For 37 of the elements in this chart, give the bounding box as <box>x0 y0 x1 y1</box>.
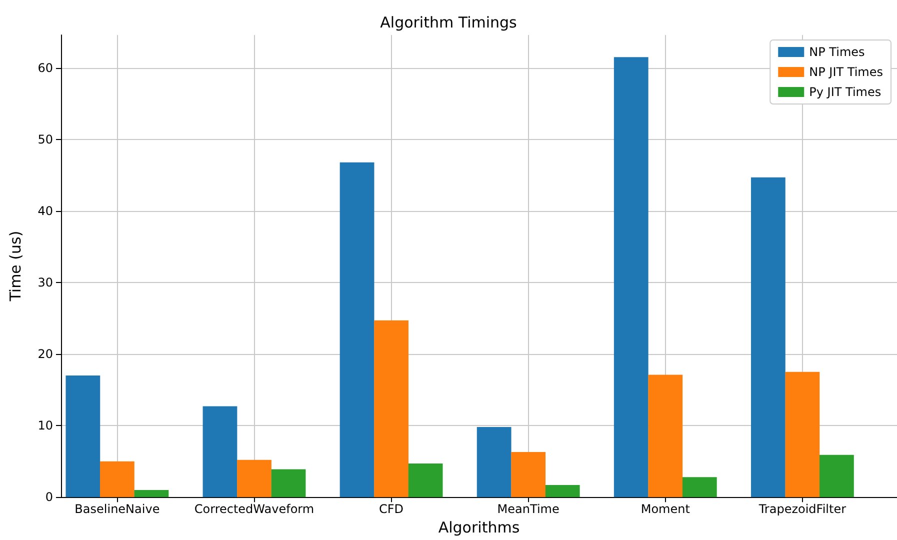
x-tick-label: Moment <box>640 502 690 516</box>
legend-label: NP JIT Times <box>809 65 884 79</box>
bar <box>271 469 306 498</box>
x-tick-label: TrapezoidFilter <box>758 502 846 516</box>
bar <box>340 162 374 498</box>
bar <box>648 374 683 498</box>
legend-label: Py JIT Times <box>809 85 882 99</box>
y-tick-label: 50 <box>38 132 53 146</box>
y-tick-label: 40 <box>38 204 53 218</box>
y-tick-label: 0 <box>45 490 53 504</box>
bar <box>614 57 648 498</box>
x-tick-label: CFD <box>379 502 404 516</box>
bar <box>100 461 134 498</box>
bar <box>66 375 100 498</box>
y-tick-label: 30 <box>38 276 53 290</box>
bar <box>408 463 443 498</box>
bar <box>237 460 272 498</box>
y-tick-label: 60 <box>38 60 53 75</box>
bar <box>134 490 169 498</box>
bar <box>476 427 512 498</box>
legend-label: NP Times <box>809 45 865 59</box>
bar <box>750 177 786 498</box>
chart-title: Algorithm Timings <box>380 14 518 32</box>
bar <box>511 452 546 498</box>
x-axis-title: Algorithms <box>438 518 520 536</box>
y-tick-label: 20 <box>38 347 53 362</box>
x-tick-label: CorrectedWaveform <box>194 502 314 516</box>
bar <box>374 320 408 498</box>
x-tick-label: MeanTime <box>497 502 560 516</box>
x-tick-label: BaselineNaive <box>74 502 160 516</box>
bar <box>682 477 717 498</box>
y-tick-label: 10 <box>38 418 53 433</box>
bar <box>785 372 820 498</box>
bar <box>820 454 854 498</box>
y-axis-title: Time (us) <box>6 230 24 302</box>
bar <box>545 484 580 498</box>
bar <box>202 406 238 498</box>
